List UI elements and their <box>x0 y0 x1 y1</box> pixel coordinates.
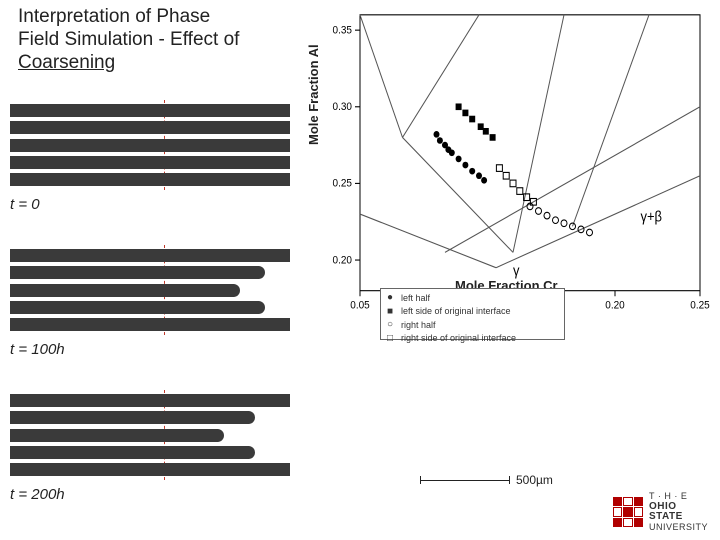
legend-label: right side of original interface <box>401 333 516 344</box>
title-line: Interpretation of Phase <box>18 6 210 27</box>
svg-text:0.30: 0.30 <box>333 101 353 114</box>
sim-stripes <box>10 390 290 480</box>
legend-label: right half <box>401 320 436 331</box>
sim-block-t100: t = 100h <box>10 245 290 358</box>
scale-bar-line <box>420 480 510 481</box>
logo-text: T · H · E OHIO STATE UNIVERSITY <box>649 492 708 532</box>
chart-legend: ● left half ■ left side of original interf… <box>380 288 565 340</box>
legend-marker-open-square: □ <box>385 333 395 346</box>
slide: Interpretation of Phase Field Simulation… <box>0 0 720 540</box>
legend-marker-filled-square: ■ <box>385 306 395 319</box>
logo-line: UNIVERSITY <box>649 523 708 532</box>
legend-label: left side of original interface <box>401 306 511 317</box>
legend-label: left half <box>401 293 430 304</box>
svg-text:0.25: 0.25 <box>690 299 710 312</box>
ohio-state-logo: T · H · E OHIO STATE UNIVERSITY <box>613 492 708 532</box>
title-line: Field Simulation - Effect of <box>18 29 239 50</box>
svg-text:γ: γ <box>513 263 520 279</box>
svg-text:0.20: 0.20 <box>605 299 625 312</box>
title-line: Coarsening <box>18 52 115 73</box>
slide-title: Interpretation of Phase Field Simulation… <box>18 6 298 74</box>
sim-block-t0: t = 0 <box>10 100 290 213</box>
svg-text:γ+β: γ+β <box>641 209 663 225</box>
sim-caption: t = 200h <box>10 486 290 503</box>
sim-stripes <box>10 100 290 190</box>
svg-text:0.05: 0.05 <box>350 299 370 312</box>
legend-row: ○ right half <box>385 319 560 332</box>
legend-row: □ right side of original interface <box>385 333 560 346</box>
scale-bar: 500µm <box>420 473 553 487</box>
logo-line: STATE <box>649 512 708 523</box>
legend-marker-open-circle: ○ <box>385 319 395 332</box>
legend-marker-filled-circle: ● <box>385 292 395 305</box>
sim-caption: t = 0 <box>10 196 290 213</box>
legend-row: ■ left side of original interface <box>385 306 560 319</box>
legend-row: ● left half <box>385 292 560 305</box>
svg-text:0.20: 0.20 <box>333 254 353 267</box>
sim-stripes <box>10 245 290 335</box>
scale-bar-label: 500µm <box>516 473 553 487</box>
svg-text:0.25: 0.25 <box>333 177 353 190</box>
sim-caption: t = 100h <box>10 341 290 358</box>
svg-text:0.35: 0.35 <box>333 24 353 37</box>
logo-badge-icon <box>613 497 643 527</box>
sim-block-t200: t = 200h <box>10 390 290 503</box>
